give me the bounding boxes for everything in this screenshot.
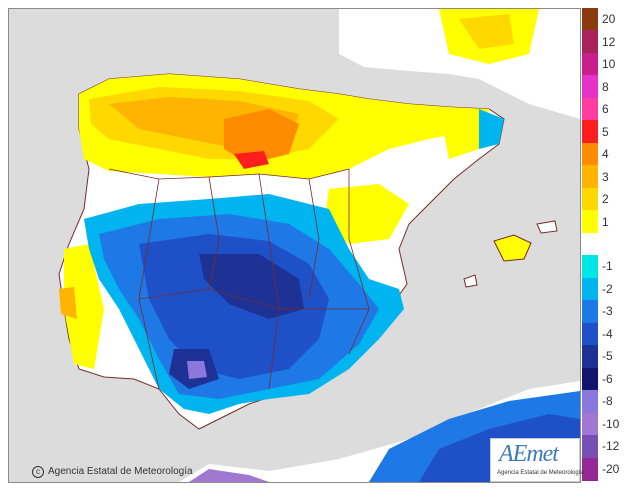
west-hot-spot [59,287,77,319]
legend-swatch [582,30,598,54]
map-canvas [9,9,580,482]
legend-label: -20 [602,461,620,476]
legend-swatch [582,187,598,212]
south-coldest-spot [187,361,207,379]
legend-label: -2 [602,281,613,296]
legend-label: 1 [602,214,609,229]
legend-label: -6 [602,371,613,386]
north-extreme-spot [234,151,269,169]
legend-swatch [582,97,598,122]
legend-label: 20 [602,12,616,27]
legend-label: 12 [602,34,616,49]
legend-swatch [582,457,598,481]
legend-label: 5 [602,124,609,139]
legend-swatch [582,165,598,189]
catalonia-warm-area [439,109,489,159]
mallorca-island [493,234,532,262]
legend-swatch [582,300,598,324]
legend-swatch [582,120,598,144]
legend-swatch [582,345,598,369]
legend-swatch [582,142,598,167]
legend-swatch [582,232,598,257]
legend-label: -8 [602,394,613,409]
copyright-icon: c [32,466,44,478]
catalonia-cold-spot [479,109,504,149]
legend-label: 2 [602,192,609,207]
legend-label: -10 [602,416,620,431]
legend-swatch [582,52,598,77]
east-warm-area [324,184,409,244]
legend-label: 8 [602,79,609,94]
logo-mark: AEmet [499,441,559,467]
legend-swatch [582,367,598,392]
legend-label: 10 [602,57,616,72]
menorca-island [536,220,558,234]
legend-label: 4 [602,147,609,162]
legend-swatch [582,322,598,347]
legend-swatch [582,255,598,279]
legend-label: -1 [602,259,613,274]
copyright-text: Agencia Estatal de Meteorología [48,466,193,477]
france-warm-core [459,14,514,49]
legend-swatch [582,8,598,32]
west-warm-area [64,244,104,369]
region-borders [108,168,370,390]
legend-swatch [582,210,598,234]
legend-label: -12 [602,439,620,454]
aemet-logo: AEmet Agencia Estatal de Meteorología [490,438,584,482]
legend-swatch [582,435,598,459]
legend-label: 3 [602,169,609,184]
legend-label: -5 [602,349,613,364]
legend-swatch [582,75,598,99]
legend-swatch [582,412,598,437]
north-hottest-area [224,109,299,164]
legend-swatch [582,390,598,414]
logo-subtitle: Agencia Estatal de Meteorología [497,470,584,476]
legend-label: 6 [602,102,609,117]
copyright-notice: c Agencia Estatal de Meteorología [32,466,193,478]
africa-very-cold [189,469,269,482]
legend-swatch [582,277,598,302]
color-legend: 20 12 10 8 6 5 4 3 2 1 -1 -2 -3 -4 -5 -6 -8 -10 -12 -20 [582,8,628,482]
legend-label: -4 [602,326,613,341]
temperature-anomaly-map [8,8,581,483]
ibiza-island [463,274,478,288]
legend-label: -3 [602,304,613,319]
